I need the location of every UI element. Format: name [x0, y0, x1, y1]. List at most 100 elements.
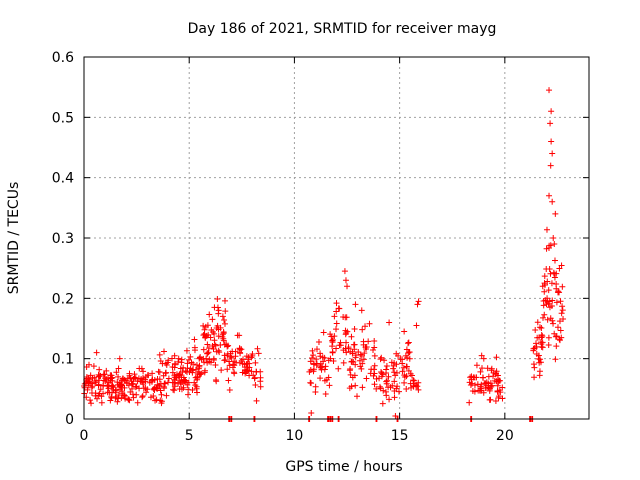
- data-point: [354, 393, 361, 400]
- data-point: [93, 378, 100, 385]
- x-tick-label: 15: [391, 428, 409, 444]
- y-tick-label: 0.5: [52, 110, 74, 126]
- data-point: [351, 341, 358, 348]
- data-point: [136, 385, 143, 392]
- data-point: [201, 369, 208, 376]
- data-point: [556, 289, 563, 296]
- data-point: [554, 324, 561, 331]
- data-point: [224, 343, 231, 350]
- data-point: [533, 343, 540, 350]
- data-point: [349, 350, 356, 357]
- data-point: [546, 266, 553, 273]
- data-point: [115, 365, 122, 372]
- data-point: [330, 357, 337, 364]
- data-point: [210, 345, 217, 352]
- data-point: [113, 369, 120, 376]
- data-point: [477, 368, 484, 375]
- data-point: [530, 345, 537, 352]
- data-point: [237, 350, 244, 357]
- data-point: [225, 342, 232, 349]
- data-point: [494, 376, 501, 383]
- data-point: [471, 388, 478, 395]
- data-point: [415, 298, 422, 305]
- y-tick-label: 0.4: [52, 171, 74, 187]
- data-point: [161, 385, 168, 392]
- data-point: [201, 332, 208, 339]
- data-point: [318, 364, 325, 371]
- data-point: [362, 323, 369, 330]
- data-point: [321, 366, 328, 373]
- data-point: [543, 226, 550, 233]
- data-point: [317, 350, 324, 357]
- data-point: [546, 192, 553, 199]
- data-point: [113, 386, 120, 393]
- data-point: [494, 388, 501, 395]
- data-point: [216, 349, 223, 356]
- data-point: [371, 381, 378, 388]
- data-point: [479, 374, 486, 381]
- data-point: [153, 396, 160, 403]
- chart-title: Day 186 of 2021, SRMTID for receiver may…: [188, 21, 497, 37]
- data-point: [333, 345, 340, 352]
- data-point: [114, 398, 121, 405]
- data-point: [335, 365, 342, 372]
- data-point: [220, 337, 227, 344]
- data-point: [493, 354, 500, 361]
- data-point: [214, 295, 221, 302]
- data-point: [548, 108, 555, 115]
- data-point: [473, 362, 480, 369]
- data-point: [240, 356, 247, 363]
- data-point: [336, 342, 343, 349]
- data-point: [551, 241, 558, 248]
- axis-ticks: 0 0.1 0.2 0.3 0.4 0.5 0.6 0 5 10 15 20: [52, 50, 589, 444]
- data-point: [494, 382, 501, 389]
- data-point: [95, 392, 102, 399]
- data-point: [393, 350, 400, 357]
- data-point: [530, 361, 537, 368]
- data-point: [134, 399, 141, 406]
- data-point: [191, 336, 198, 343]
- data-point: [543, 301, 550, 308]
- data-point: [403, 346, 410, 353]
- data-point: [169, 379, 176, 386]
- data-point: [376, 375, 383, 382]
- data-point: [162, 370, 169, 377]
- data-point: [557, 298, 564, 305]
- data-point: [543, 245, 550, 252]
- data-point: [200, 346, 207, 353]
- data-point: [308, 409, 315, 416]
- data-point: [415, 386, 422, 393]
- data-point: [329, 348, 336, 355]
- data-point: [96, 366, 103, 373]
- data-point: [553, 270, 560, 277]
- data-point: [87, 397, 94, 404]
- data-point: [556, 318, 563, 325]
- data-point: [214, 322, 221, 329]
- data-point: [317, 375, 324, 382]
- data-point: [231, 362, 238, 369]
- data-point: [549, 297, 556, 304]
- data-point: [140, 368, 147, 375]
- data-point: [116, 355, 123, 362]
- data-point: [230, 369, 237, 376]
- data-point: [81, 380, 88, 387]
- data-point: [399, 368, 406, 375]
- data-point: [377, 356, 384, 363]
- data-point: [104, 383, 111, 390]
- data-point: [344, 283, 351, 290]
- data-point: [342, 277, 349, 284]
- data-point: [541, 273, 548, 280]
- data-point: [549, 198, 556, 205]
- data-point: [162, 360, 169, 367]
- data-point: [313, 360, 320, 367]
- data-point: [371, 362, 378, 369]
- data-point: [103, 367, 110, 374]
- data-point: [405, 340, 412, 347]
- data-point: [187, 353, 194, 360]
- data-point: [552, 210, 559, 217]
- data-point: [315, 338, 322, 345]
- data-point: [400, 364, 407, 371]
- data-point: [553, 333, 560, 340]
- data-point: [140, 381, 147, 388]
- data-point: [363, 346, 370, 353]
